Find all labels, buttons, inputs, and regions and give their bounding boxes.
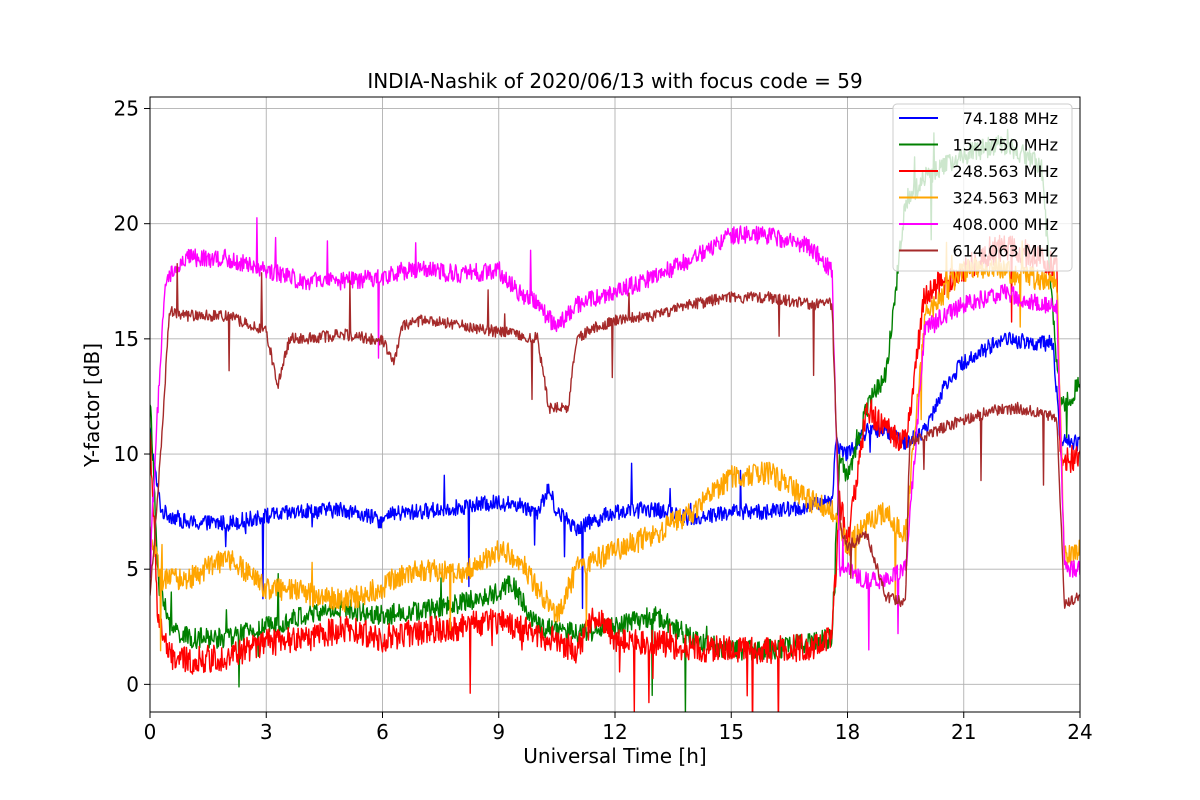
- x-tick-label: 3: [260, 720, 273, 744]
- legend-label: 152.750 MHz: [953, 136, 1058, 155]
- x-tick-label: 12: [602, 720, 627, 744]
- legend-label: 614.063 MHz: [953, 242, 1058, 261]
- grid: [149, 97, 1081, 712]
- y-tick-label: 15: [114, 327, 139, 351]
- series-line-4: [150, 240, 1080, 652]
- y-tick-label: 0: [126, 672, 139, 696]
- chart-title: INDIA-Nashik of 2020/06/13 with focus co…: [367, 69, 862, 93]
- x-tick-label: 9: [492, 720, 505, 744]
- series-line-6: [150, 263, 1080, 609]
- y-tick-label: 10: [114, 442, 139, 466]
- axis-ticks: 0 3 6 9 12 15 18 21 24 0 5 10 15 20 25: [114, 97, 1093, 744]
- x-tick-label: 6: [376, 720, 389, 744]
- y-axis-label: Y-factor [dB]: [80, 343, 104, 468]
- legend-label: 74.188 MHz: [963, 109, 1058, 128]
- x-tick-label: 24: [1067, 720, 1092, 744]
- series-line-5: [150, 217, 1080, 651]
- x-tick-label: 0: [144, 720, 157, 744]
- series-line-1: [150, 331, 1080, 610]
- legend-box: [892, 103, 1073, 272]
- x-tick-label: 21: [951, 720, 976, 744]
- series-line-3: [150, 234, 1080, 712]
- legend-label: 248.563 MHz: [953, 162, 1058, 181]
- y-tick-label: 20: [114, 212, 139, 236]
- legend-label: 324.563 MHz: [953, 189, 1058, 208]
- legend-label: 408.000 MHz: [953, 215, 1058, 234]
- y-tick-label: 25: [114, 97, 139, 121]
- y-tick-label: 5: [126, 557, 139, 581]
- legend: 74.188 MHz 152.750 MHz 248.563 MHz 324.563 …: [892, 103, 1073, 272]
- x-tick-label: 15: [719, 720, 744, 744]
- x-tick-label: 18: [835, 720, 860, 744]
- x-axis-label: Universal Time [h]: [523, 744, 706, 768]
